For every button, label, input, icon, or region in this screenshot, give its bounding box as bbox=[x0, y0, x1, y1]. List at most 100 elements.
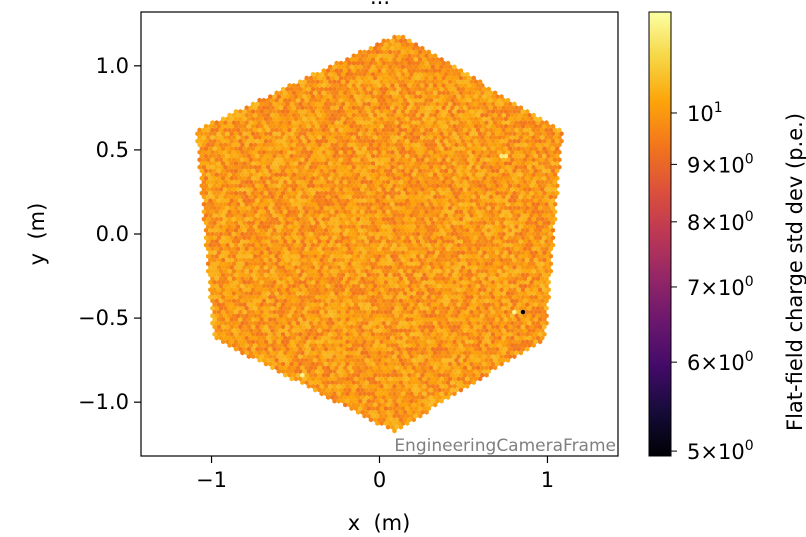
camera-pixel bbox=[368, 365, 374, 371]
camera-pixel bbox=[430, 339, 436, 345]
camera-pixel bbox=[473, 354, 479, 360]
camera-pixel bbox=[334, 342, 339, 348]
camera-pixel bbox=[507, 287, 513, 293]
camera-pixel bbox=[295, 357, 301, 363]
camera-pixel bbox=[441, 387, 446, 393]
camera-pixel bbox=[280, 339, 286, 345]
camera-pixel bbox=[302, 376, 307, 382]
camera-pixel bbox=[345, 279, 350, 285]
camera-pixel bbox=[233, 279, 239, 285]
camera-pixel bbox=[272, 272, 277, 278]
camera-pixel bbox=[415, 335, 421, 341]
camera-pixel bbox=[426, 361, 431, 367]
camera-pixel bbox=[218, 335, 224, 341]
camera-pixel bbox=[475, 305, 481, 311]
camera-pixel bbox=[422, 391, 427, 397]
camera-pixel bbox=[443, 324, 449, 330]
camera-pixel bbox=[355, 387, 361, 393]
camera-pixel bbox=[353, 324, 359, 330]
camera-pixel bbox=[302, 354, 307, 360]
camera-pixel bbox=[364, 372, 369, 378]
camera-pixel bbox=[418, 272, 423, 278]
camera-pixel bbox=[433, 387, 438, 393]
camera-pixel bbox=[377, 387, 382, 393]
camera-pixel bbox=[225, 272, 230, 278]
camera-pixel bbox=[428, 387, 434, 393]
camera-pixel bbox=[420, 276, 425, 282]
camera-pixel bbox=[347, 342, 352, 348]
camera-pixel bbox=[274, 320, 279, 326]
camera-pixel bbox=[495, 339, 500, 345]
camera-pixel bbox=[257, 298, 262, 304]
camera-pixel bbox=[507, 316, 513, 322]
camera-pixel bbox=[340, 346, 346, 352]
camera-pixel bbox=[411, 290, 416, 296]
camera-pixel bbox=[413, 272, 419, 278]
camera-pixel bbox=[497, 313, 502, 319]
camera-pixel bbox=[499, 361, 504, 367]
camera-pixel bbox=[420, 305, 425, 311]
camera-pixel bbox=[225, 324, 230, 330]
camera-pixel bbox=[411, 387, 416, 393]
camera-pixel bbox=[370, 272, 376, 278]
camera-pixel bbox=[368, 342, 374, 348]
camera-pixel bbox=[441, 394, 446, 400]
camera-pixel bbox=[300, 335, 305, 341]
camera-pixel bbox=[497, 290, 502, 296]
camera-pixel bbox=[216, 324, 222, 330]
camera-pixel bbox=[390, 380, 395, 386]
camera-pixel bbox=[248, 298, 254, 304]
camera-pixel bbox=[533, 324, 538, 330]
camera-pixel bbox=[319, 279, 324, 285]
camera-pixel bbox=[411, 394, 416, 400]
camera-pixel bbox=[375, 413, 380, 419]
camera-pixel bbox=[293, 368, 299, 374]
camera-pixel bbox=[405, 361, 410, 367]
camera-pixel bbox=[546, 279, 551, 285]
camera-pixel bbox=[520, 294, 526, 300]
camera-pixel bbox=[381, 387, 386, 393]
camera-pixel bbox=[310, 309, 316, 315]
camera-pixel bbox=[263, 346, 269, 352]
camera-pixel bbox=[221, 294, 226, 300]
camera-pixel bbox=[441, 342, 446, 348]
camera-pixel bbox=[300, 365, 305, 371]
camera-pixel bbox=[236, 276, 241, 282]
camera-pixel bbox=[400, 354, 406, 360]
camera-pixel bbox=[533, 294, 538, 300]
camera-pixel bbox=[340, 287, 346, 293]
camera-pixel bbox=[263, 272, 269, 278]
camera-pixel bbox=[364, 342, 369, 348]
camera-pixel bbox=[426, 294, 431, 300]
camera-pixel bbox=[413, 294, 419, 300]
camera-pixel bbox=[313, 328, 318, 334]
camera-pixel bbox=[540, 313, 545, 319]
camera-pixel bbox=[480, 305, 485, 311]
camera-pixel bbox=[394, 350, 399, 356]
camera-pixel bbox=[456, 361, 461, 367]
camera-pixel bbox=[418, 339, 423, 345]
camera-pixel bbox=[405, 309, 410, 315]
camera-pixel bbox=[270, 290, 275, 296]
camera-pixel bbox=[381, 394, 386, 400]
camera-pixel bbox=[439, 324, 444, 330]
camera-pixel bbox=[460, 316, 466, 322]
camera-pixel bbox=[358, 406, 363, 412]
camera-pixel bbox=[435, 398, 440, 404]
camera-pixel bbox=[540, 298, 545, 304]
camera-pixel bbox=[268, 287, 273, 293]
camera-pixel bbox=[270, 365, 275, 371]
camera-pixel bbox=[302, 331, 307, 337]
camera-pixel bbox=[255, 316, 260, 322]
camera-pixel bbox=[405, 272, 410, 278]
camera-pixel bbox=[392, 398, 397, 404]
camera-pixel bbox=[366, 413, 371, 419]
camera-pixel bbox=[486, 361, 491, 367]
camera-pixel bbox=[405, 324, 410, 330]
camera-pixel bbox=[533, 279, 538, 285]
camera-pixel bbox=[304, 290, 309, 296]
camera-pixel bbox=[542, 324, 547, 330]
camera-pixel bbox=[370, 368, 376, 374]
camera-pixel bbox=[373, 357, 378, 363]
camera-pixel bbox=[497, 335, 502, 341]
